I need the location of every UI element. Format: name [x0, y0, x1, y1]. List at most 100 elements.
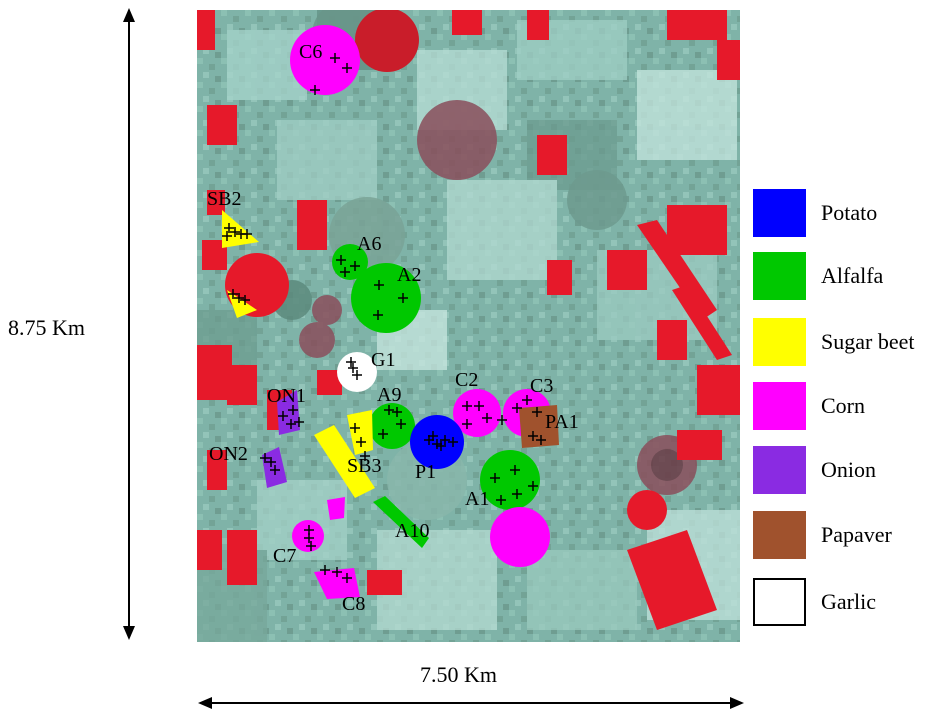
legend-label-garlic: Garlic: [821, 589, 876, 614]
height-dimension-label: 8.75 Km: [8, 315, 85, 340]
sample-point-marker: [428, 431, 438, 441]
label-G1: G1: [371, 349, 395, 371]
sample-point-marker: [512, 403, 522, 413]
sample-point-marker: [392, 407, 402, 417]
sample-point-marker: [482, 413, 492, 423]
legend-label-potato: Potato: [821, 200, 878, 225]
sample-point-marker: [336, 255, 346, 265]
legend-swatch-potato: [753, 189, 806, 237]
label-SB2: SB2: [207, 188, 241, 210]
label-C8: C8: [342, 593, 365, 615]
label-C6: C6: [299, 41, 322, 63]
red-vegetation-fields: [197, 10, 740, 630]
sample-point-marker: [294, 417, 304, 427]
sample-point-marker: [260, 453, 270, 463]
label-ON2: ON2: [209, 443, 248, 465]
sample-point-marker: [356, 437, 366, 447]
sample-point-marker: [320, 565, 330, 575]
label-P1: P1: [415, 461, 436, 483]
legend-label-onion: Onion: [821, 457, 876, 482]
field-C2: [453, 389, 501, 437]
field-labels: C6 SB2 A6 A2 G1 ON1 ON2 A9 C2 C3 PA1 SB3…: [207, 41, 579, 615]
legend-swatch-alfalfa: [753, 252, 806, 300]
sample-point-marker: [440, 435, 450, 445]
label-PA1: PA1: [545, 411, 579, 433]
sample-point-marker: [448, 437, 458, 447]
legend-label-alfalfa: Alfalfa: [821, 263, 884, 288]
field-corn-south: [490, 507, 550, 567]
legend-item-alfalfa: Alfalfa: [753, 252, 943, 302]
height-dimension-arrow: [123, 8, 135, 640]
sample-point-marker: [270, 465, 280, 475]
legend-item-potato: Potato: [753, 189, 943, 239]
satellite-map: C6 SB2 A6 A2 G1 ON1 ON2 A9 C2 C3 PA1 SB3…: [197, 10, 740, 642]
legend-swatch-onion: [753, 446, 806, 494]
legend-item-onion: Onion: [753, 446, 943, 496]
field-A9: [369, 403, 415, 449]
legend-label-corn: Corn: [821, 393, 865, 418]
field-PA1: [519, 405, 559, 448]
sample-point-marker: [528, 431, 538, 441]
field-SB3-small: [347, 410, 373, 455]
sample-point-marker: [396, 419, 406, 429]
sample-point-marker: [536, 435, 546, 445]
sample-point-marker: [350, 261, 360, 271]
field-C7: [292, 520, 324, 552]
field-SB2-south: [227, 290, 257, 318]
sample-point-marker: [340, 267, 350, 277]
sample-point-marker: [510, 465, 520, 475]
sample-point-marker: [374, 280, 384, 290]
sample-point-marker: [266, 457, 276, 467]
field-A1: [480, 450, 540, 510]
sample-point-marker: [462, 401, 472, 411]
field-C8: [314, 568, 360, 599]
field-corn-small: [327, 497, 345, 520]
label-C3: C3: [530, 375, 553, 397]
legend-swatch-garlic: [753, 578, 806, 626]
sample-point-marker: [222, 231, 232, 241]
legend-swatch-corn: [753, 382, 806, 430]
sample-point-marker: [490, 473, 500, 483]
legend-label-sugar-beet: Sugar beet: [821, 329, 915, 354]
sample-point-marker: [528, 481, 538, 491]
sample-point-marker: [230, 227, 240, 237]
sample-point-marker: [522, 395, 532, 405]
label-A1: A1: [465, 488, 489, 510]
sample-point-marker: [224, 223, 234, 233]
sample-point-marker: [350, 423, 360, 433]
sample-point-marker: [286, 419, 296, 429]
sample-point-marker: [332, 567, 342, 577]
sample-point-marker: [474, 401, 484, 411]
legend-swatch-papaver: [753, 511, 806, 559]
sample-point-marker: [342, 573, 352, 583]
sample-point-marker: [384, 405, 394, 415]
legend-item-sugar-beet: Sugar beet: [753, 318, 943, 368]
width-dimension-arrow: [198, 697, 744, 709]
label-A10: A10: [395, 520, 429, 542]
sample-point-marker: [348, 363, 358, 373]
sample-point-marker: [532, 407, 542, 417]
sample-point-marker: [242, 229, 252, 239]
sample-point-marker: [378, 429, 388, 439]
crop-fields: [222, 25, 559, 599]
label-A9: A9: [377, 384, 401, 406]
sample-point-marker: [346, 357, 356, 367]
sample-point-marker: [234, 293, 244, 303]
label-A2: A2: [397, 264, 421, 286]
field-A10: [373, 496, 429, 548]
sample-point-marker: [228, 289, 238, 299]
field-A2: [351, 263, 421, 333]
sample-point-marker: [496, 495, 506, 505]
label-C2: C2: [455, 369, 478, 391]
label-SB3: SB3: [347, 455, 381, 477]
sample-point-marker: [373, 310, 383, 320]
legend-swatch-sugar-beet: [753, 318, 806, 366]
sample-point-marker: [306, 541, 316, 551]
sample-point-marker: [497, 415, 507, 425]
sample-point-marker: [462, 419, 472, 429]
sample-point-markers: [222, 53, 546, 583]
label-C7: C7: [273, 545, 296, 567]
label-A6: A6: [357, 233, 381, 255]
sample-point-marker: [436, 441, 446, 451]
sample-point-marker: [278, 411, 288, 421]
